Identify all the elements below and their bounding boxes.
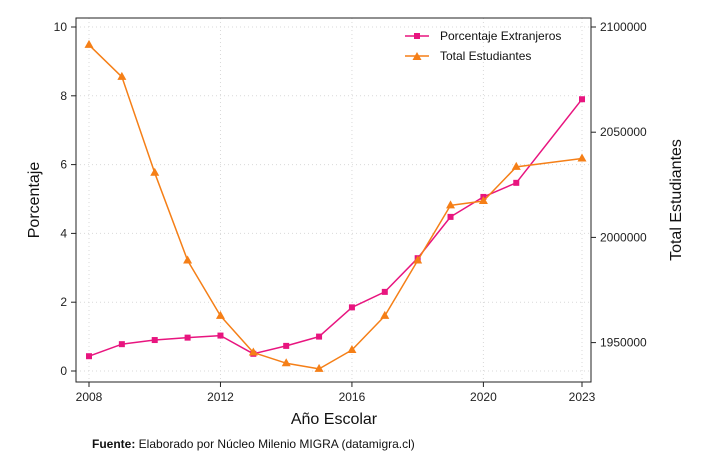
series-line-0 (88, 98, 583, 357)
x-axis-title: Año Escolar (291, 411, 378, 428)
data-point-triangle (84, 39, 94, 48)
y-tick-label: 4 (60, 226, 67, 240)
y-tick-label: 0 (60, 364, 67, 378)
data-point-square (86, 353, 92, 360)
y-tick-label: 10 (54, 20, 68, 34)
y2-axis-title: Total Estudiantes (668, 139, 685, 261)
data-point-triangle (478, 195, 488, 204)
x-tick-label: 2008 (76, 390, 103, 404)
data-point-square (447, 213, 454, 220)
data-point-square (283, 342, 290, 349)
legend: Porcentaje Extranjeros Total Estudiantes (405, 29, 561, 63)
data-point-triangle (215, 310, 225, 319)
data-point-triangle (446, 200, 456, 209)
y2-tick-label: 2050000 (600, 125, 647, 139)
data-point-square (316, 333, 323, 340)
y2-tick-label: 1950000 (600, 336, 647, 350)
source-text: Elaborado por Núcleo Milenio MIGRA (data… (135, 437, 415, 451)
series-line-1 (88, 44, 583, 370)
legend-label-total: Total Estudiantes (440, 49, 531, 63)
legend-marker-square (414, 33, 420, 39)
data-point-square (579, 96, 585, 103)
legend-marker-triangle (412, 52, 422, 60)
y-tick-label: 8 (60, 89, 67, 103)
plot-frame (75, 17, 592, 383)
data-point-triangle (347, 344, 357, 353)
y-tick-label: 6 (60, 158, 67, 172)
x-tick-label: 2023 (569, 390, 596, 404)
data-point-square (381, 288, 388, 295)
y2-tick-label: 2100000 (600, 20, 647, 34)
y-tick-label: 2 (60, 295, 67, 309)
data-point-triangle (117, 71, 127, 80)
data-point-triangle (314, 363, 324, 372)
source-label: Fuente: (92, 437, 136, 451)
data-point-triangle (281, 358, 291, 367)
data-point-triangle (150, 167, 160, 176)
data-point-triangle (183, 255, 193, 264)
series-layer (84, 39, 587, 372)
gridlines (76, 18, 591, 382)
data-point-square (118, 341, 125, 348)
y2-tick-label: 2000000 (600, 230, 647, 244)
data-point-square (151, 337, 158, 344)
data-point-square (513, 179, 520, 186)
data-point-triangle (413, 255, 423, 264)
data-point-triangle (248, 347, 258, 356)
axis-ticks: 2008 2012 2016 2020 2023 0 2 4 6 8 10 1950000 200000… (54, 20, 647, 404)
data-point-square (348, 304, 355, 311)
data-point-square (217, 332, 224, 339)
data-point-triangle (577, 153, 587, 162)
legend-label-porcentaje: Porcentaje Extranjeros (440, 29, 561, 43)
x-tick-label: 2012 (207, 390, 234, 404)
data-point-square (184, 334, 191, 341)
source-note: Fuente: Elaborado por Núcleo Milenio MIG… (92, 437, 415, 451)
data-point-triangle (380, 310, 390, 319)
y-axis-title: Porcentaje (26, 162, 43, 239)
x-tick-label: 2016 (339, 390, 366, 404)
x-tick-label: 2020 (470, 390, 497, 404)
data-point-triangle (511, 161, 521, 170)
